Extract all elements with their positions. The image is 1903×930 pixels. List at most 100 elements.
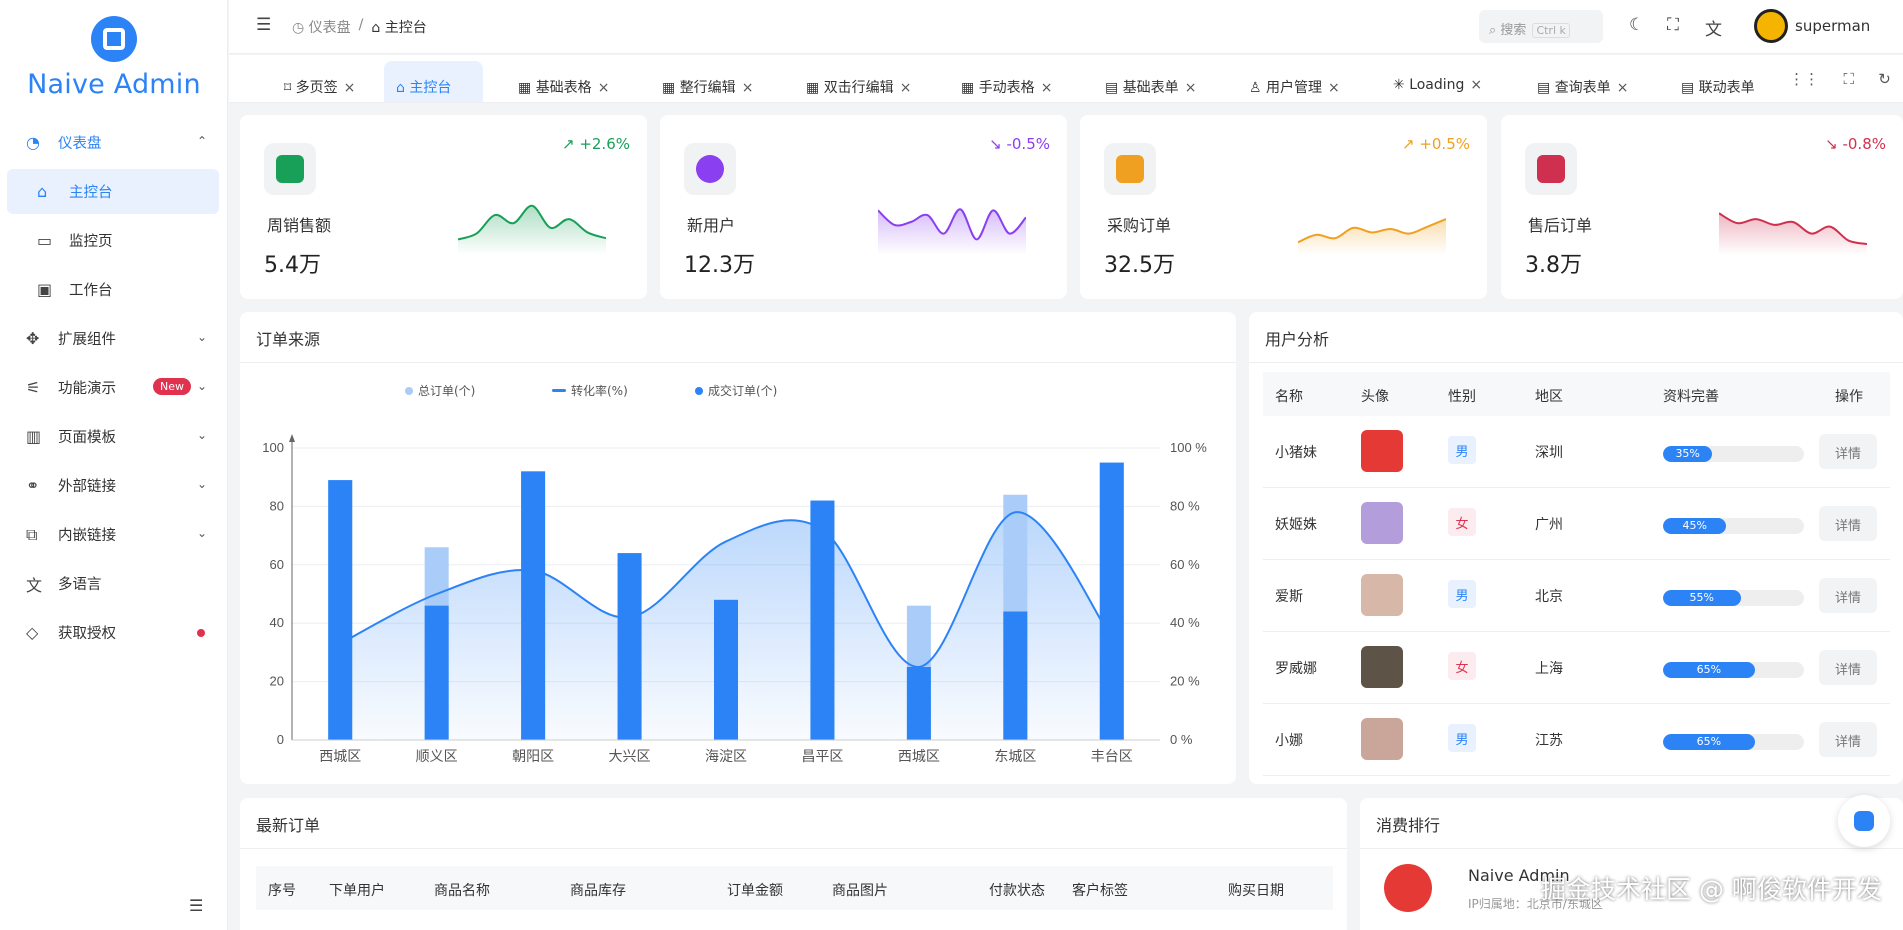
y-tick-label: 20 [270,674,284,689]
sidebar-item-templates[interactable]: ▥ 页面模板 ⌄ [26,427,207,446]
gender-tag: 男 [1448,580,1476,608]
tab-manual-table[interactable]: ▦ 手动表格 × [961,80,1053,96]
watermark: 掘金技术社区 @ 啊俊软件开发 [1541,875,1882,904]
sidebar-item-external-links[interactable]: ⚭ 外部链接 ⌄ [26,476,207,495]
close-icon[interactable]: × [343,80,356,96]
detail-button[interactable]: 详情 [1819,506,1877,541]
x-tick-label: 顺义区 [416,748,458,764]
user-region: 江苏 [1535,733,1563,749]
bar-deal [521,471,546,740]
sidebar-item-i18n[interactable]: 文多语言 [7,561,219,606]
sidebar-item-components[interactable]: ✥ 扩展组件 ⌄ [26,329,207,348]
detail-button[interactable]: 详情 [1819,578,1877,613]
tab-dblclick-edit[interactable]: ▦ 双击行编辑 × [806,80,912,96]
user-name: 小猪妹 [1275,445,1317,461]
table-row: 妖姬姝 女 广州 45% 详情 [1263,488,1890,560]
ranking-title: 消费排行 [1376,816,1441,835]
legend-total[interactable]: 总订单(个) [405,382,475,399]
legend-rate[interactable]: 转化率(%) [552,382,628,399]
user-menu[interactable]: superman [1754,9,1870,43]
translate-icon: 文 [26,575,43,595]
avatar [1361,646,1403,688]
chevron-down-icon: ⌄ [196,330,207,344]
tab-linked-form[interactable]: ▤ 联动表单 [1681,80,1755,96]
close-icon[interactable]: × [1040,80,1053,96]
template-icon: ▥ [26,427,42,446]
tab-console[interactable]: ⌂ 主控台 [384,61,483,102]
sparkline-area [458,205,606,255]
breadcrumb-separator: / [358,17,364,33]
diamond-icon: ◇ [26,623,39,642]
dark-mode-icon[interactable]: ☾ [1629,15,1645,35]
user-name: 爱斯 [1275,589,1303,605]
chevron-down-icon: ⌄ [196,526,207,540]
menu-toggle-icon[interactable]: ☰ [256,15,272,35]
detail-button[interactable]: 详情 [1819,722,1877,757]
y2-tick-label: 60 % [1170,557,1200,572]
sparkline-area [1298,219,1446,255]
tab-multi[interactable]: ⌑ 多页签 × [284,80,356,96]
tab-basic-table[interactable]: ▦ 基础表格 × [518,80,610,96]
cart-icon [1104,143,1156,195]
close-icon[interactable]: × [1616,80,1629,96]
settings-float-button[interactable] [1838,795,1890,847]
y-tick-label: 0 [277,732,284,747]
tab-loading[interactable]: ✳ Loading × [1393,77,1483,93]
bar-deal [328,480,353,740]
stat-card-after-sales: 售后订单 3.8万 ↘ -0.8% [1501,115,1903,299]
close-icon[interactable]: × [741,80,754,96]
close-icon[interactable]: × [899,80,912,96]
close-icon[interactable]: × [597,80,610,96]
tab-user-management[interactable]: ♙ 用户管理 × [1249,80,1340,96]
sidebar-item-embedded-links[interactable]: ⧉ 内嵌链接 ⌄ [26,524,207,545]
trend-down-icon: ↘ -0.8% [1825,135,1886,153]
user-region: 上海 [1535,661,1563,677]
breadcrumb-console[interactable]: ⌂ 主控台 [371,20,427,36]
fullscreen-icon[interactable]: ⛶ [1667,15,1679,35]
tab-tools: ⋮⋮ ⛶ ↻ [1777,55,1903,102]
legend-deal[interactable]: 成交订单(个) [695,382,777,399]
link-icon: ⚭ [26,476,40,495]
collapse-menu-icon[interactable]: ☰ [189,896,204,915]
x-tick-label: 海淀区 [705,748,747,764]
user-table-header: 名称 头像 性别 地区 资料完善 操作 [1263,372,1890,416]
bar-deal [617,553,642,740]
user-region: 北京 [1535,589,1563,605]
avatar [1754,9,1788,43]
sidebar-item-console[interactable]: ⌂ 主控台 [7,169,219,214]
trend-up-icon: ↗ +0.5% [1401,135,1470,153]
tab-query-form[interactable]: ▤ 查询表单 × [1537,80,1629,96]
latest-orders-title: 最新订单 [256,816,321,835]
orders-source-chart: 0 0 % 20 20 % 40 40 % 60 60 % 80 80 % 100 100 % 西城区 顺… [262,434,1207,764]
expand-icon[interactable]: ⛶ [1843,70,1854,88]
tab-basic-form[interactable]: ▤ 基础表单 × [1105,80,1197,96]
sidebar-item-dashboard[interactable]: ◔ 仪表盘 ⌃ [26,133,207,152]
detail-button[interactable]: 详情 [1819,434,1877,469]
sidebar-item-workbench[interactable]: ▣ 工作台 [37,280,113,299]
sidebar-item-demo[interactable]: ⚟ 功能演示 New ⌄ [26,378,207,397]
detail-button[interactable]: 详情 [1819,650,1877,685]
avatar [1361,502,1403,544]
sidebar-item-monitor[interactable]: ▭ 监控页 [37,231,113,250]
tab-row-edit[interactable]: ▦ 整行编辑 × [662,80,754,96]
search-input[interactable]: ⌕ 搜索 Ctrl k [1479,10,1603,43]
chevron-down-icon: ⌄ [196,477,207,491]
refresh-icon[interactable]: ↻ [1878,70,1891,88]
breadcrumb-dashboard[interactable]: ◷ 仪表盘 [292,20,351,36]
user-analysis-title: 用户分析 [1265,330,1330,349]
y-axis-arrow [289,434,295,442]
close-icon[interactable]: × [1184,80,1197,96]
table-row: 爱斯 男 北京 55% 详情 [1263,560,1890,632]
brand-title: Naive Admin [27,69,201,100]
language-icon[interactable]: 文 [1705,20,1722,40]
brand[interactable]: Naive Admin [0,16,228,100]
user-region: 深圳 [1535,445,1563,461]
close-icon[interactable]: × [1328,80,1340,96]
grid-icon[interactable]: ⋮⋮ [1789,70,1820,88]
close-icon[interactable]: × [1470,77,1483,93]
profile-progress: 55% [1663,590,1804,606]
table-row: 小猪妹 男 深圳 35% 详情 [1263,416,1890,488]
x-tick-label: 西城区 [319,748,361,764]
y-tick-label: 60 [270,557,284,572]
sidebar-item-license[interactable]: ◇ 获取授权 [7,610,219,655]
